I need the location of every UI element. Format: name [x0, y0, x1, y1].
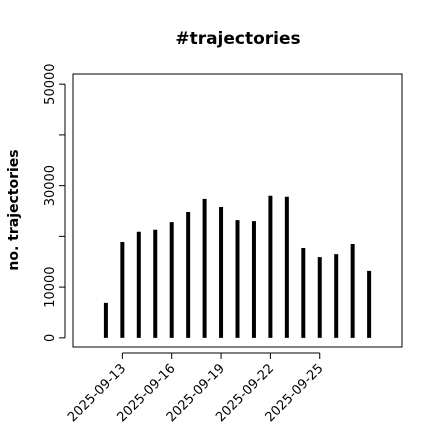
chart-title: #trajectories	[175, 29, 300, 49]
y-tick-label: 30000	[43, 165, 58, 206]
y-tick-label: 50000	[43, 63, 58, 104]
y-axis-label: no. trajectories	[6, 149, 22, 270]
plot-box	[72, 73, 403, 348]
y-tick-label: 0	[43, 334, 58, 342]
y-tick-label: 10000	[43, 266, 58, 307]
